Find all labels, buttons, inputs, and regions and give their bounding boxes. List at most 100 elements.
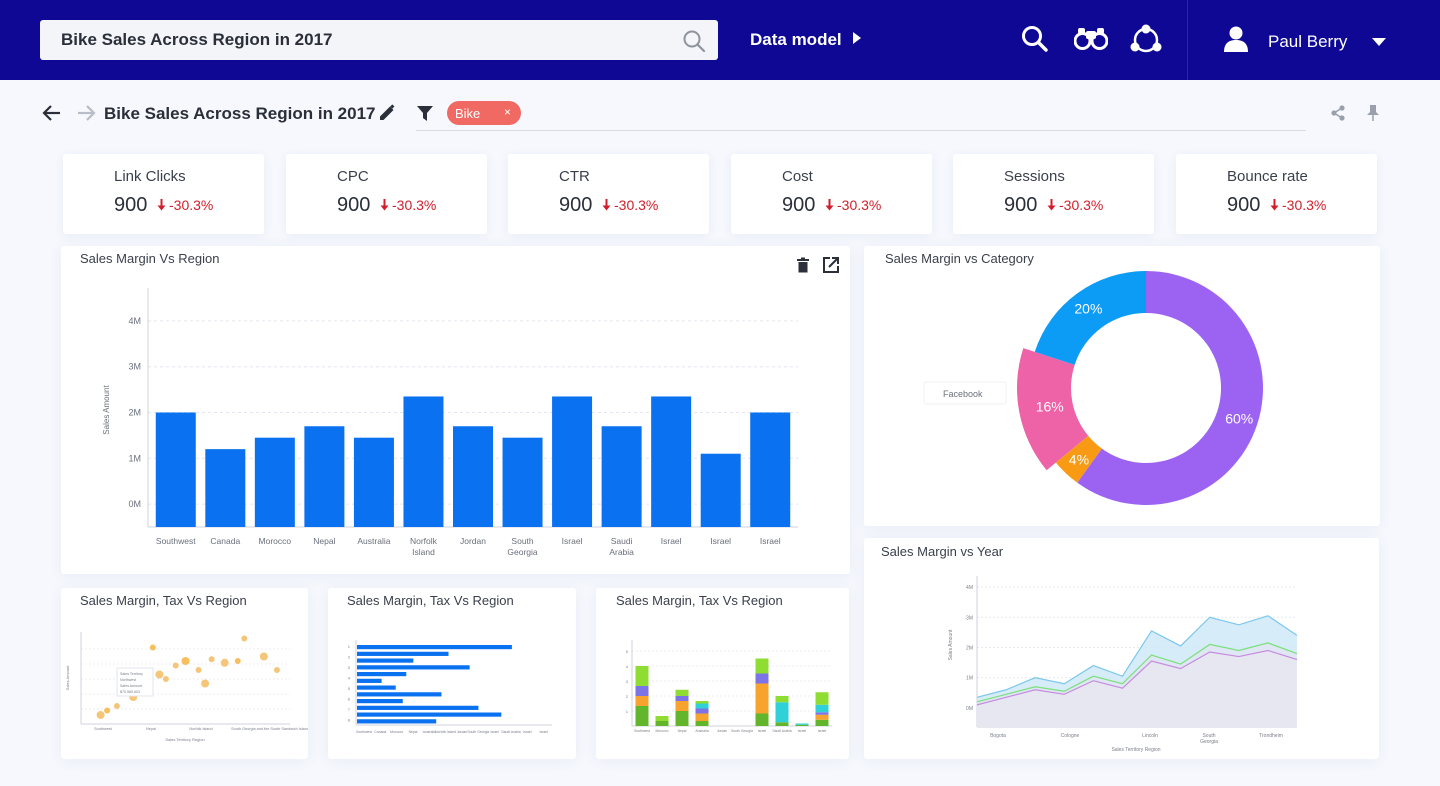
kpi-card-sessions[interactable]: Sessions 900 -30.3%: [953, 154, 1154, 234]
panel-title: Sales Margin, Tax Vs Region: [80, 593, 247, 608]
panel-sales-margin-vs-year[interactable]: Sales Margin vs Year 0M 1M 2M 3M 4M Sales Amo…: [864, 538, 1379, 759]
x-tick-label: Jordan: [457, 730, 467, 734]
bar: [750, 412, 791, 527]
bar: [353, 437, 394, 527]
arrow-down-icon: [825, 199, 834, 211]
stacked-segment: [675, 711, 689, 726]
forward-arrow-icon[interactable]: [76, 104, 96, 127]
bar: [357, 699, 403, 704]
series-line: [976, 642, 1298, 703]
x-tick-label: Georgia: [507, 547, 538, 557]
pin-icon[interactable]: [1366, 104, 1380, 127]
x-tick-label: Island: [412, 547, 435, 557]
user-menu[interactable]: Paul Berry: [1224, 26, 1387, 57]
bar: [651, 396, 692, 527]
share-icon[interactable]: [1330, 105, 1346, 126]
kpi-card-bounce-rate[interactable]: Bounce rate 900 -30.3%: [1176, 154, 1377, 234]
chip-close-icon[interactable]: ×: [503, 105, 511, 119]
bar: [502, 437, 543, 527]
stacked-segment: [755, 683, 769, 714]
scatter-point: [96, 711, 105, 719]
stacked-segment: [775, 702, 789, 723]
x-tick-label: Israel: [818, 729, 827, 733]
stacked-segment: [635, 696, 649, 706]
x-tick-label: Bogota: [990, 733, 1006, 739]
kpi-card-cpc[interactable]: CPC 900 -30.3%: [286, 154, 487, 234]
y-tick-label: 4: [626, 664, 629, 669]
x-tick-label: South Georgia and the South Sandwich Isl…: [231, 727, 308, 731]
stacked-segment: [755, 658, 769, 674]
kpi-card-ctr[interactable]: CTR 900 -30.3%: [508, 154, 709, 234]
scatter-point: [201, 679, 210, 688]
search-input[interactable]: Bike Sales Across Region in 2017: [40, 20, 718, 60]
kpi-value: 900: [1227, 194, 1261, 216]
y-axis-title: Sales Amount: [102, 385, 111, 435]
kpi-change: -30.3%: [380, 197, 436, 213]
kpi-card-link-clicks[interactable]: Link Clicks 900 -30.3%: [63, 154, 264, 234]
arrow-down-icon: [1047, 199, 1056, 211]
y-tick-label: 0M: [128, 499, 141, 509]
stacked-segment: [815, 719, 829, 726]
pencil-edit-icon[interactable]: [378, 104, 396, 127]
scatter-point: [208, 656, 215, 663]
y-tick-label: 0M: [966, 706, 973, 712]
kpi-card-cost[interactable]: Cost 900 -30.3%: [731, 154, 932, 234]
panel-sales-margin-tax-stacked[interactable]: Sales Margin, Tax Vs Region 1 2 3 4 5 Southwe…: [596, 588, 849, 759]
x-tick-label: Israel: [710, 536, 731, 546]
panel-title: Sales Margin vs Category: [885, 251, 1034, 266]
panel-sales-margin-vs-category[interactable]: Sales Margin vs Category 60% 4% 16% 20% Face…: [864, 246, 1380, 526]
toolbar-divider: [1187, 0, 1188, 80]
x-tick-label: Georgia: [1200, 739, 1218, 745]
report-toolbar: Bike Sales Across Region in 2017 Bike ×: [40, 98, 1400, 131]
data-model-button[interactable]: Data model: [750, 30, 862, 50]
y-tick-label: 7: [348, 707, 351, 712]
x-tick-label: Saudi Arabia: [501, 730, 520, 734]
y-tick-label: 4M: [966, 585, 973, 591]
y-tick-label: 2: [348, 655, 351, 660]
donut-slice: [1055, 435, 1102, 483]
x-tick-label: Jordan: [460, 536, 486, 546]
search-input-value[interactable]: Bike Sales Across Region in 2017: [61, 30, 333, 49]
user-name: Paul Berry: [1268, 31, 1348, 51]
search-icon[interactable]: [1021, 24, 1049, 59]
tooltip-line: Sales Territory: [120, 672, 143, 676]
y-tick-label: 4: [348, 676, 351, 681]
donut-slice: [1017, 348, 1089, 471]
back-arrow-icon[interactable]: [42, 104, 62, 127]
toolbar-underline: [416, 130, 1306, 131]
y-tick-label: 1M: [966, 676, 973, 682]
scatter-point: [220, 658, 229, 667]
x-tick-label: Nepal: [409, 730, 418, 734]
x-tick-label: Nepal: [313, 536, 335, 546]
panel-sales-margin-tax-scatter[interactable]: Sales Margin, Tax Vs Region Sales Amount…: [61, 588, 308, 759]
bar: [403, 396, 444, 527]
stacked-segment: [815, 712, 829, 715]
bar: [357, 692, 442, 697]
scatter-point: [273, 667, 280, 673]
stacked-segment: [795, 724, 809, 726]
search-icon[interactable]: [682, 29, 706, 58]
trash-icon[interactable]: [796, 257, 810, 278]
chevron-down-icon[interactable]: [1371, 32, 1387, 52]
series-line: [976, 615, 1298, 698]
x-axis-title: Sales Territory Region: [1111, 747, 1160, 753]
bar: [357, 705, 479, 710]
bar: [205, 449, 246, 527]
scatter-point: [259, 652, 268, 661]
filter-chip[interactable]: Bike ×: [447, 101, 521, 125]
x-tick-label: Morocco: [259, 536, 292, 546]
binoculars-icon[interactable]: [1073, 27, 1109, 58]
stacked-segment: [815, 704, 829, 713]
kpi-label: CPC: [337, 168, 369, 185]
bar: [357, 665, 470, 670]
panel-sales-margin-tax-hbar[interactable]: Sales Margin, Tax Vs Region 1 2 3 4 5 6 7 8 Sout…: [328, 588, 576, 759]
panel-sales-margin-vs-region[interactable]: Sales Margin Vs Region 0M 1M 2M 3M 4M Sales A…: [61, 246, 850, 574]
bar: [357, 645, 512, 650]
kpi-change: -30.3%: [1047, 197, 1103, 213]
tooltip-line: Northwest: [120, 678, 136, 682]
filter-funnel-icon[interactable]: [416, 104, 434, 127]
arrow-down-icon: [602, 199, 611, 211]
expand-external-icon[interactable]: [822, 256, 840, 279]
x-tick-label: South: [511, 536, 533, 546]
network-share-icon[interactable]: [1130, 24, 1162, 61]
